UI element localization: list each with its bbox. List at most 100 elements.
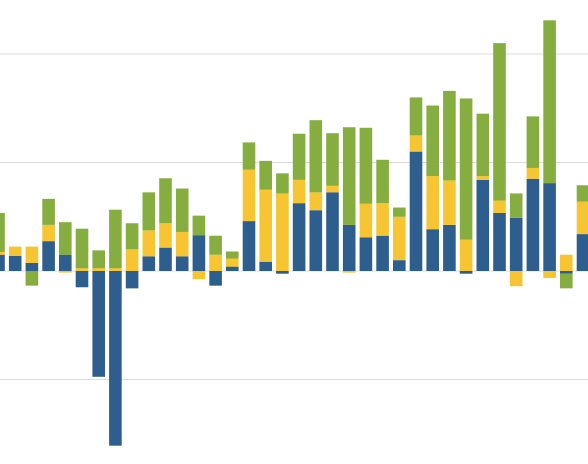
bar-segment (543, 183, 556, 271)
bar-segment (476, 176, 490, 180)
bar-segment (59, 222, 72, 255)
bar-segment (242, 142, 256, 170)
bar-segment (42, 241, 55, 271)
bar-segment (75, 268, 89, 271)
bar-segment (259, 189, 272, 262)
bar-segment (543, 271, 556, 279)
bar-segment (292, 179, 306, 204)
bar-segment (493, 200, 506, 213)
bar-segment (326, 185, 339, 193)
bar-segment (209, 235, 222, 255)
bar-segment (125, 223, 139, 250)
bar-segment (142, 230, 156, 257)
bar-segment (376, 235, 389, 271)
bar-segment (509, 217, 523, 271)
bar-segment (125, 271, 139, 289)
bar-segment (459, 271, 473, 274)
bar-segment (175, 256, 189, 271)
bar-segment (309, 120, 323, 193)
bar-segment (393, 216, 406, 261)
bar-segment (426, 105, 439, 177)
bar-segment (459, 98, 473, 240)
bar-segment (142, 192, 156, 231)
bar-segment (125, 249, 139, 271)
bar-segment (560, 273, 573, 289)
bar-segment (509, 271, 523, 287)
bar-segment (159, 247, 172, 271)
bar-segment (393, 207, 406, 217)
bar-segment (576, 234, 588, 271)
bar-segment (359, 203, 373, 238)
bar-segment (526, 178, 540, 271)
bar-segment (75, 271, 89, 288)
bar-segment (92, 250, 105, 269)
bar-segment (175, 231, 189, 257)
bar-segment (159, 178, 172, 224)
bar-segment (560, 271, 573, 274)
bar-segment (326, 133, 339, 186)
bar-segment (342, 224, 356, 271)
bar-segment (359, 237, 373, 271)
bar-segment (42, 224, 55, 242)
bar-segment (560, 254, 573, 271)
bar-segment (8, 246, 22, 256)
bar-segment (242, 221, 256, 271)
bar-segment (326, 192, 339, 271)
bar-segment (443, 180, 456, 225)
bar-segment (409, 97, 423, 136)
bar-segment (309, 210, 323, 271)
bar-segment (443, 224, 456, 271)
bar-segment (42, 198, 55, 225)
bar-segment (259, 261, 272, 271)
bar-segment (226, 251, 239, 259)
bar-segment (192, 235, 206, 271)
bar-segment (59, 254, 72, 271)
bar-segment (342, 127, 356, 225)
bar-segment (476, 113, 490, 177)
bar-segment (576, 201, 588, 235)
bar-segment (276, 193, 289, 271)
bar-segment (142, 256, 156, 271)
bar-segment (192, 215, 206, 236)
bar-segment (576, 185, 588, 202)
bar-segment (376, 203, 389, 236)
bars (0, 20, 588, 446)
bar-segment (209, 254, 222, 271)
bar-segment (376, 159, 389, 204)
bar-segment (276, 271, 289, 274)
bar-segment (259, 160, 272, 190)
bar-segment (359, 127, 373, 204)
bar-segment (0, 212, 5, 253)
bar-segment (459, 239, 473, 271)
bar-segment (526, 116, 540, 168)
bar-segment (543, 20, 556, 184)
bar-segment (175, 188, 189, 232)
bar-segment (476, 179, 490, 271)
bar-segment (409, 135, 423, 152)
bar-segment (109, 209, 122, 269)
bar-segment (0, 254, 5, 271)
bar-segment (92, 268, 105, 271)
bar-segment (426, 229, 439, 271)
bar-segment (276, 173, 289, 194)
bar-segment (159, 223, 172, 248)
bar-segment (226, 258, 239, 267)
bar-segment (409, 151, 423, 271)
bar-segment (59, 271, 72, 273)
bar-segment (342, 271, 356, 273)
bar-segment (509, 193, 523, 218)
bar-segment (292, 133, 306, 180)
bar-segment (309, 192, 323, 211)
bar-segment (192, 271, 206, 280)
bar-segment (493, 212, 506, 271)
bar-segment (92, 271, 105, 377)
bar-segment (242, 169, 256, 222)
bar-segment (443, 90, 456, 181)
bar-segment (25, 271, 39, 286)
bar-segment (8, 255, 22, 271)
bar-segment (109, 268, 122, 271)
bar-segment (0, 252, 5, 255)
bar-segment (292, 203, 306, 271)
bar-segment (426, 176, 439, 230)
